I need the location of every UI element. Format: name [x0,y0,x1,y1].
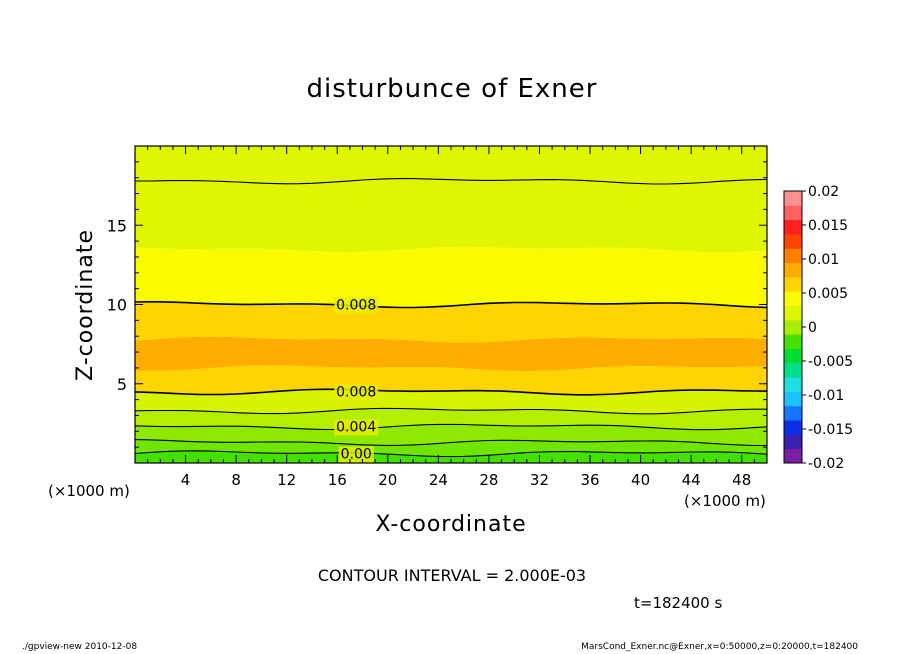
x-tick-label: 12 [277,471,296,489]
colorbar-swatch [784,233,802,249]
colorbar-swatch [784,276,802,292]
contour-band [135,246,767,308]
contour-line [134,407,767,415]
colorbar-tick-label: 0.005 [808,286,848,302]
x-tick-label: 20 [378,471,397,489]
contour-band [135,365,767,395]
colorbar-swatch [784,305,802,321]
colorbar-swatch [784,420,802,435]
y-axis-label-group: Z-coordinate [73,229,98,381]
x-unit-label-left: (×1000 m) [48,482,130,500]
contour-labels: 0.008 0.008 0.004 0.00 [334,297,379,463]
colorbar-swatch [784,248,802,264]
colorbar-tick-label: 0.015 [808,218,848,234]
y-tick-label: 15 [107,216,127,235]
contour-label: 0.008 [336,385,376,401]
colorbar-swatch [784,334,802,349]
contour-band [135,389,767,414]
x-tick-label: 44 [682,471,701,489]
colorbar-swatch [784,377,802,392]
x-unit-label-right: (×1000 m) [684,492,766,510]
x-tick-label: 4 [181,471,191,489]
colorbar-swatch [784,348,802,364]
colorbar-swatch [784,319,802,335]
contour-label: 0.00 [341,446,372,462]
contour-line [134,423,768,431]
x-tick-label: 28 [479,471,498,489]
contour-label-bg [334,384,379,401]
contour-label-bg [338,446,374,463]
contour-label: 0.008 [336,298,376,314]
footer-file-info: MarsCond_Exner.nc@Exner,x=0:50000,z=0:20… [581,642,858,652]
colorbar-swatch [784,362,802,378]
colorbar-tick-label: -0.01 [808,388,844,404]
colorbar: 0.02 0.015 0.01 0.005 0 -0.005 -0.01 -0.015 -0.0… [783,184,853,472]
colorbar-swatch [784,262,802,278]
contour-lines [134,178,768,458]
contour-line [134,439,767,447]
colorbar-tick-label: 0 [808,320,817,336]
colorbar-swatch [784,205,802,221]
colorbar-swatch [784,191,802,206]
colorbar-tick-label: 0.02 [808,184,839,200]
x-axis-ticks: 4 8 12 16 20 24 28 32 36 40 44 48 [147,146,755,489]
x-tick-label: 32 [530,471,549,489]
contour-label: 0.004 [336,420,376,436]
footer-program-date: ./gpview-new 2010-12-08 [22,642,138,652]
contour-band [135,301,767,343]
y-axis-label: Z-coordinate [73,229,98,381]
time-stamp-text: t=182400 s [634,594,723,612]
x-tick-label: 16 [328,471,347,489]
y-tick-label: 5 [117,375,127,394]
contour-line [134,301,768,309]
contour-label-bg [334,419,379,436]
contour-label-bg [334,297,379,314]
contour-line [135,178,768,185]
contour-band [135,336,767,371]
colorbar-tick-label: -0.015 [808,422,853,438]
colorbar-swatch [784,405,802,421]
colorbar-swatch [784,448,802,464]
x-axis-label: X-coordinate [375,512,527,537]
colorbar-swatch [784,219,802,235]
contour-interval-text: CONTOUR INTERVAL = 2.000E-03 [317,566,587,585]
x-tick-label: 36 [580,471,599,489]
colorbar-tick-label: -0.02 [808,456,844,472]
color-filled-bands [135,146,767,463]
contour-line [134,450,768,458]
contour-band [135,408,767,430]
x-tick-label: 24 [429,471,448,489]
contour-line [134,388,768,396]
contour-band [135,146,767,253]
x-tick-label: 40 [631,471,650,489]
colorbar-swatch [784,391,802,407]
colorbar-swatch [784,291,802,307]
colorbar-tick-label: -0.005 [808,354,853,370]
contour-band [135,424,767,446]
x-tick-label: 48 [732,471,751,489]
colorbar-tick-label: 0.01 [808,252,839,268]
x-tick-label: 8 [231,471,241,489]
chart-title: disturbunce of Exner [306,74,598,104]
y-axis-ticks: 5 10 15 [107,161,767,448]
colorbar-swatch [784,434,802,450]
y-tick-label: 10 [107,296,127,315]
